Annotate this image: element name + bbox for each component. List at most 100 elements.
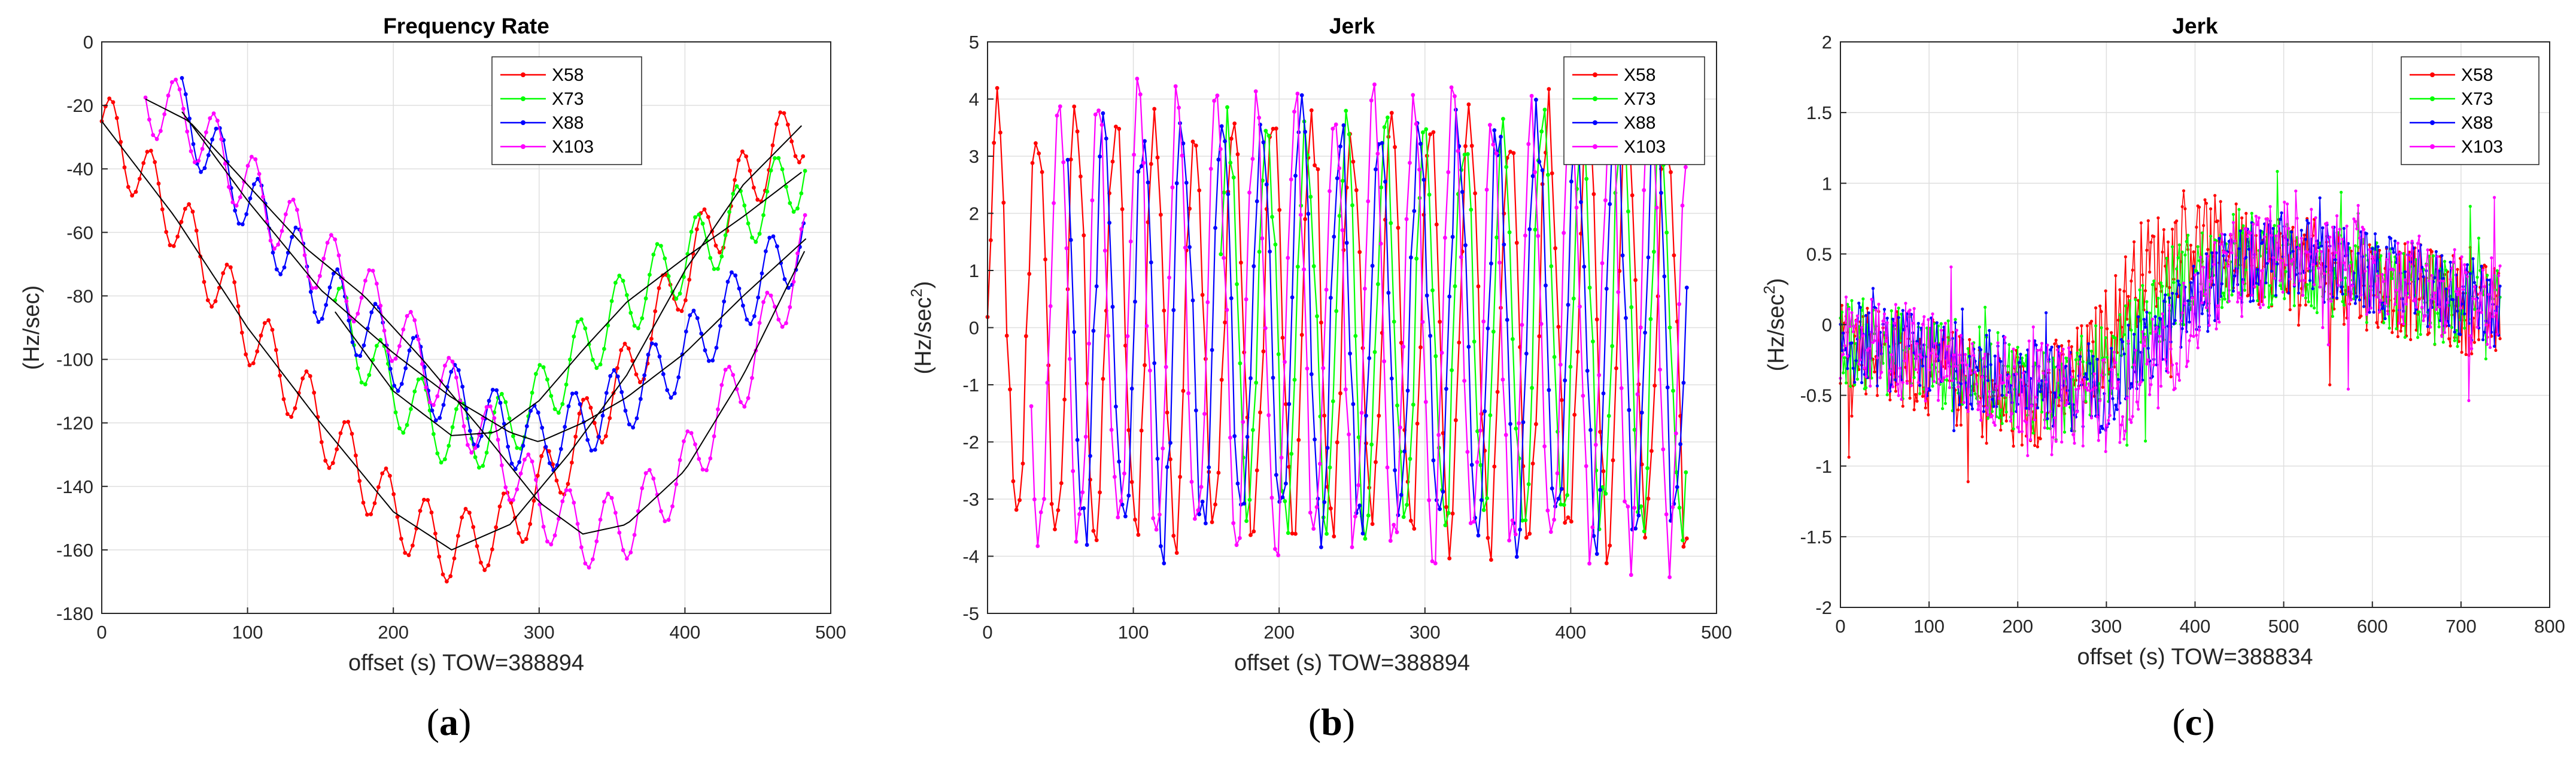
data-point-x73-a xyxy=(534,372,538,376)
data-point-x103-c xyxy=(2145,362,2149,366)
data-point-x88-b xyxy=(1187,245,1192,250)
data-point-x103-c xyxy=(1853,324,1857,328)
data-point-x103-c xyxy=(2441,279,2445,283)
data-point-x58-a xyxy=(638,380,642,385)
data-point-x103-a xyxy=(564,488,569,493)
data-point-x88-a xyxy=(764,249,768,254)
data-point-x73-a xyxy=(674,296,679,301)
legend-swatch-marker-c xyxy=(2430,144,2435,149)
data-point-x103-b xyxy=(1388,539,1393,543)
data-point-x103-c xyxy=(2146,358,2150,362)
data-point-x88-c xyxy=(1901,309,1904,312)
data-point-x73-c xyxy=(1996,331,2000,335)
data-point-x73-c xyxy=(2403,336,2407,339)
data-point-x58-a xyxy=(551,462,555,467)
data-point-x103-a xyxy=(363,278,367,283)
data-point-x103-c xyxy=(2399,251,2402,255)
data-point-x58-c xyxy=(2449,344,2452,348)
data-point-x103-a xyxy=(154,136,159,141)
data-point-x88-c xyxy=(2463,312,2466,316)
data-point-x58-a xyxy=(744,154,749,159)
data-point-x103-c xyxy=(2344,268,2347,272)
data-point-x73-c xyxy=(2134,298,2137,302)
data-point-x103-c xyxy=(2256,223,2259,227)
data-point-x58-c xyxy=(2166,240,2170,244)
data-point-x58-b xyxy=(1556,324,1561,329)
data-point-x103-c xyxy=(1864,375,1868,378)
data-point-x88-b xyxy=(1075,437,1080,442)
data-point-x58-a xyxy=(448,574,453,579)
data-point-x103-c xyxy=(2279,279,2282,282)
data-point-x58-a xyxy=(588,405,593,410)
data-point-x73-c xyxy=(2256,299,2259,303)
data-point-x103-c xyxy=(2250,293,2253,297)
data-point-x103-c xyxy=(1867,346,1870,350)
data-point-x73-c xyxy=(2023,364,2027,367)
data-point-x58-c xyxy=(1864,392,1868,396)
plot-background-a xyxy=(102,42,831,613)
data-point-x58-c xyxy=(2098,304,2102,308)
y-tick-label-a: -180 xyxy=(56,603,93,624)
data-point-x88-b xyxy=(1521,420,1526,424)
data-point-x58-c xyxy=(2342,323,2346,326)
data-point-x73-a xyxy=(575,320,580,324)
data-point-x58-b xyxy=(1293,531,1298,536)
data-point-x58-c xyxy=(2498,337,2502,341)
data-point-x58-b xyxy=(1210,520,1214,524)
data-point-x58-c xyxy=(2036,445,2039,449)
data-point-x58-c xyxy=(2403,242,2407,245)
data-point-x88-a xyxy=(399,382,404,386)
data-point-x103-c xyxy=(2162,326,2165,329)
data-point-x73-c xyxy=(2220,306,2224,309)
data-point-x73-b xyxy=(1330,399,1335,403)
data-point-x73-c xyxy=(2161,284,2164,288)
data-point-x88-c xyxy=(2103,392,2106,396)
data-point-x103-b xyxy=(1395,530,1399,534)
data-point-x58-a xyxy=(160,207,165,212)
data-point-x103-c xyxy=(2175,362,2179,366)
data-point-x88-c xyxy=(1860,381,1864,385)
data-point-x103-b xyxy=(1404,217,1409,221)
data-point-x103-c xyxy=(2252,223,2255,226)
y-axis-label-a: (Hz/sec) xyxy=(19,285,44,370)
data-point-x73-c xyxy=(1943,402,1947,405)
data-point-x73-c xyxy=(2243,288,2247,292)
data-point-x103-b xyxy=(1436,433,1441,437)
data-point-x58-c xyxy=(2494,348,2498,352)
data-point-x58-b xyxy=(1059,481,1064,485)
data-point-x73-c xyxy=(2172,281,2176,284)
data-point-x73-b xyxy=(1263,129,1268,133)
data-point-x103-c xyxy=(2229,232,2232,236)
data-point-x103-b xyxy=(1680,203,1685,208)
data-point-x73-c xyxy=(2144,439,2147,443)
data-point-x88-b xyxy=(1101,111,1105,115)
data-point-x88-c xyxy=(1854,359,1858,363)
data-point-x88-c xyxy=(2256,267,2259,271)
data-point-x88-a xyxy=(654,342,658,347)
data-point-x103-c xyxy=(2128,418,2132,421)
data-point-x58-a xyxy=(338,431,343,436)
x-tick-label-c: 0 xyxy=(1835,616,1845,637)
data-point-x103-c xyxy=(1973,370,1977,374)
data-point-x73-a xyxy=(591,357,595,362)
data-point-x58-b xyxy=(1511,151,1516,156)
data-point-x103-c xyxy=(2423,314,2426,318)
data-point-x58-b xyxy=(1469,144,1474,148)
data-point-x88-c xyxy=(1867,311,1870,315)
data-point-x103-c xyxy=(2480,311,2483,314)
data-point-x58-c xyxy=(2206,248,2210,251)
data-point-x103-c xyxy=(2326,343,2330,346)
data-point-x103-c xyxy=(1861,334,1865,338)
data-point-x103-c xyxy=(2193,273,2197,277)
data-point-x103-a xyxy=(424,385,429,390)
data-point-x88-c xyxy=(2319,244,2323,248)
data-point-x88-b xyxy=(1216,157,1221,162)
data-point-x58-a xyxy=(418,509,423,513)
data-point-x103-c xyxy=(2037,379,2041,383)
data-point-x88-a xyxy=(350,340,355,345)
data-point-x103-b xyxy=(1173,84,1178,89)
data-point-x88-a xyxy=(570,391,575,396)
data-point-x73-c xyxy=(1945,378,1949,382)
data-point-x103-a xyxy=(367,268,372,272)
